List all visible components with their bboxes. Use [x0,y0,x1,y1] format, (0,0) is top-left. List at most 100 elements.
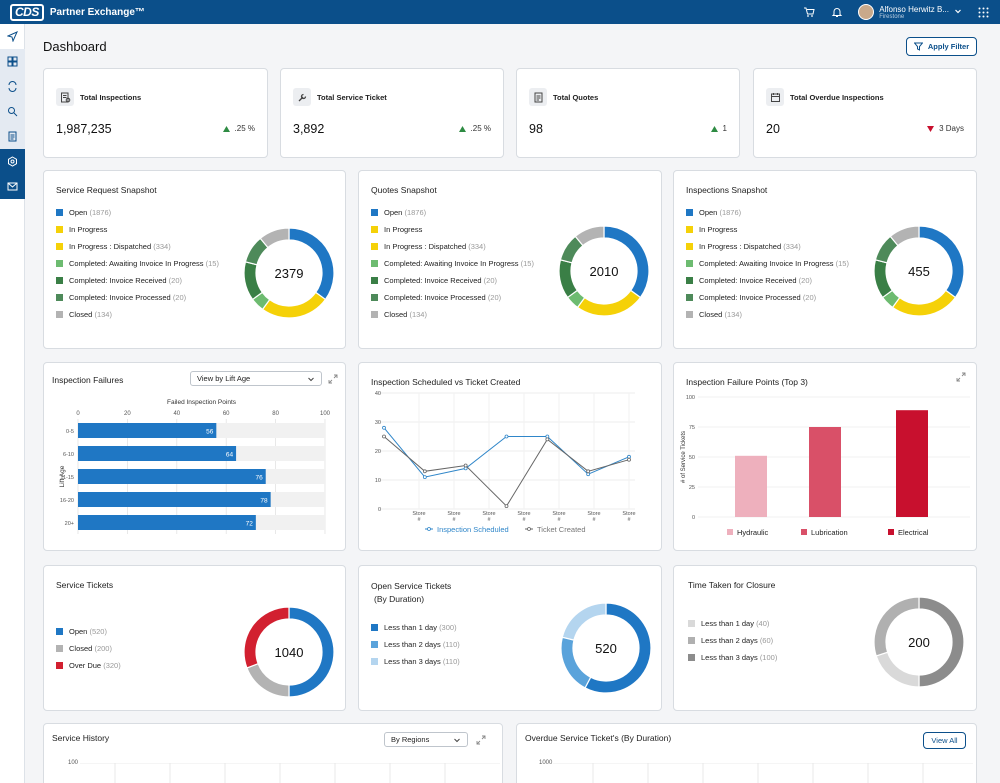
user-name: Alfonso Herwitz B... [879,4,949,14]
legend-swatch [56,662,63,669]
x-tick-label: # [557,517,561,523]
kpi-value: 20 [766,122,780,136]
bar[interactable] [78,469,266,484]
legend-swatch [888,529,894,535]
y-tick-label: 100 [686,395,695,401]
donut-total: 2379 [274,265,304,281]
legend-label: Closed (134) [69,310,112,319]
x-tick-label: Store [447,511,460,517]
kpi-card-total-inspections[interactable]: Total Inspections 1,987,235 .25 % [43,68,268,158]
dropdown-value: By Regions [391,735,430,744]
legend-item: In Progress : Dispatched (334) [371,242,541,251]
card-subtitle: (By Duration) [374,594,425,604]
legend-swatch [371,658,378,665]
donut-segment[interactable] [259,227,290,249]
status-legend: Open (1876) In Progress In Progress : Dis… [371,208,541,327]
bar[interactable] [78,446,237,461]
sidebar-item-documents[interactable] [0,124,25,149]
expand-icon[interactable] [956,372,966,382]
app-logo[interactable]: CDS [10,3,44,21]
expand-icon[interactable] [476,735,486,745]
sidebar-item-inspect[interactable] [0,99,25,124]
data-point[interactable] [545,437,550,442]
apps-grid-icon[interactable] [976,5,990,19]
donut-segment[interactable] [889,225,920,247]
donut-segment[interactable] [584,602,652,694]
data-point[interactable] [382,434,386,439]
view-all-button[interactable]: View All [923,732,966,749]
y-tick-label: 0 [692,515,695,521]
document-icon [8,131,17,142]
bell-icon[interactable] [830,5,844,19]
legend-label: Inspection Scheduled [437,525,509,534]
y-tick-label: 0-5 [66,429,74,435]
quote-document-icon [529,88,547,106]
legend-item: Less than 3 days (100) [688,653,858,662]
card-title: Inspection Failures [52,375,124,385]
kpi-card-total-overdue-inspections[interactable]: Total Overdue Inspections 20 3 Days [753,68,977,158]
service-tickets-card: Service Tickets Open (520) Closed (200) … [43,565,346,711]
kpi-card-total-quotes[interactable]: Total Quotes 98 1 [516,68,740,158]
bar[interactable] [896,410,928,517]
bar[interactable] [78,492,271,507]
data-point[interactable] [504,434,509,439]
legend-label: Electrical [898,528,929,537]
chart-gridlines [80,763,500,783]
regions-dropdown[interactable]: By Regions [384,732,468,747]
legend-item: In Progress : Dispatched (334) [686,242,856,251]
donut-total: 1040 [274,644,304,660]
legend-label: Less than 1 day (300) [384,623,457,632]
time-taken-card: Time Taken for Closure Less than 1 day (… [673,565,977,711]
data-point[interactable] [382,425,386,430]
sidebar-item-dashboard[interactable] [0,49,25,74]
legend-swatch [801,529,807,535]
kpi-card-total-service-ticket[interactable]: Total Service Ticket 3,892 .25 % [280,68,504,158]
donut-segment[interactable] [243,606,290,669]
donut-segment[interactable] [574,225,605,247]
legend-label: Less than 1 day (40) [701,619,770,628]
legend-item: Less than 2 days (60) [688,636,858,645]
legend-item: Open (1876) [371,208,541,217]
y-tick-label: 11-15 [60,475,74,481]
sidebar-item-sync[interactable] [0,74,25,99]
sidebar-item-settings[interactable] [0,149,25,174]
bar[interactable] [78,423,217,438]
cart-icon[interactable] [802,5,816,19]
service-request-snapshot-card: Service Request Snapshot Open (1876) In P… [43,170,346,349]
expand-icon[interactable] [328,374,338,384]
legend-label: Less than 2 days (110) [384,640,460,649]
sidebar-item-navigate[interactable] [0,24,25,49]
legend-swatch [56,277,63,284]
legend-item: Open (520) [56,627,226,636]
inspection-list-icon [56,88,74,106]
lift-age-dropdown[interactable]: View by Lift Age [190,371,322,386]
data-point[interactable] [627,457,631,462]
sidebar-item-messages[interactable] [0,174,25,199]
legend-item: In Progress [371,225,541,234]
legend-label: In Progress : Dispatched (334) [69,242,171,251]
legend-label: Less than 2 days (60) [701,636,774,645]
wrench-icon [293,88,311,106]
donut-segment[interactable] [561,602,607,641]
legend-label: Closed (200) [69,644,112,653]
snapshot-donut: 2010 [558,225,650,317]
donut-segment[interactable] [873,596,920,657]
data-point[interactable] [504,504,509,508]
bar[interactable] [809,427,841,517]
data-point[interactable] [586,469,591,474]
avatar [858,4,875,20]
data-point[interactable] [463,463,468,468]
legend-swatch [688,620,695,627]
bar[interactable] [735,455,767,517]
user-menu[interactable]: Alfonso Herwitz B... Firestone [858,4,962,20]
card-title: Inspection Failure Points (Top 3) [686,377,808,387]
legend-item: Closed (134) [686,310,856,319]
apply-filter-button[interactable]: Apply Filter [906,37,977,56]
hexagon-settings-icon [8,156,17,167]
open-tickets-donut: 520 [560,602,652,694]
data-point[interactable] [422,469,427,474]
data-point[interactable] [422,475,427,479]
legend-item: Completed: Awaiting Invoice In Progress … [56,259,226,268]
bar[interactable] [78,515,256,530]
donut-chart [243,227,335,319]
